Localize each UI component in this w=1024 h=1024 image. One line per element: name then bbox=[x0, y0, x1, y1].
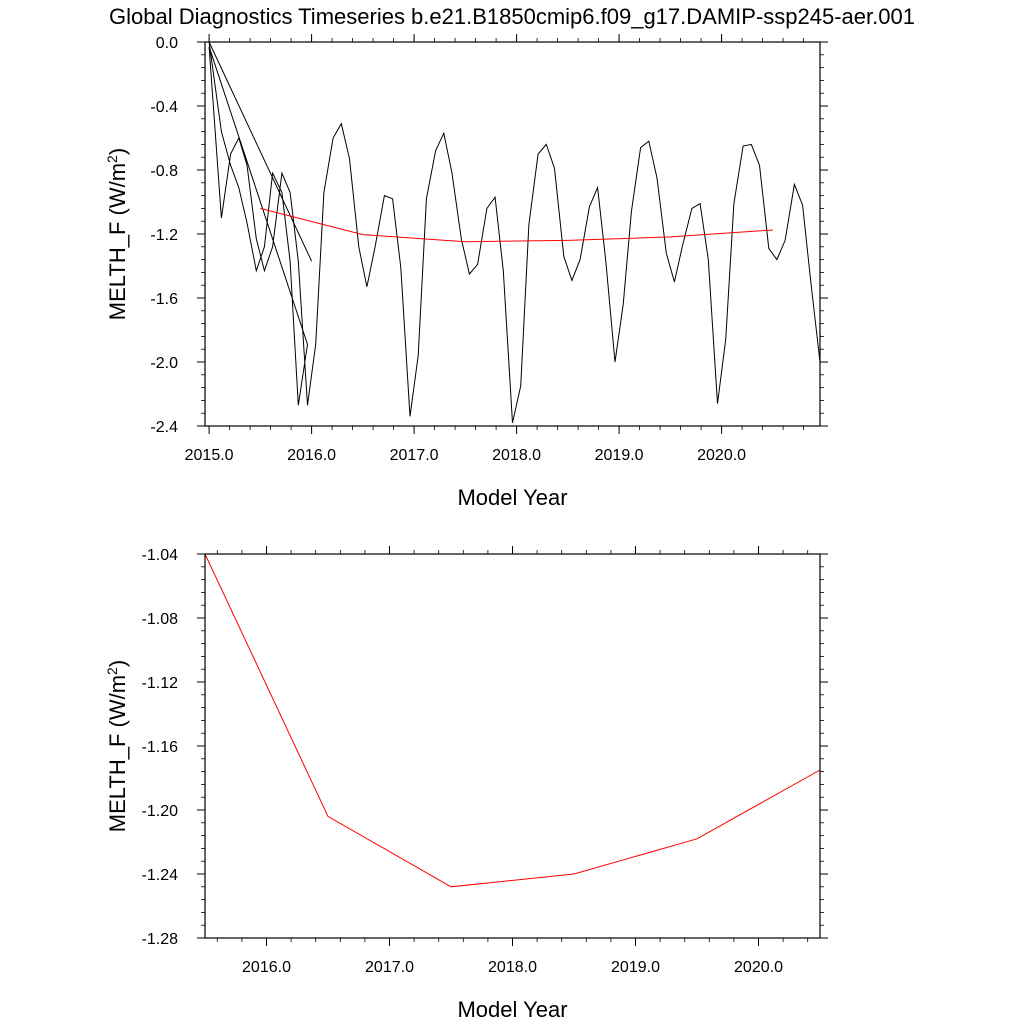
bottom-plot-y-tick-label: -1.28 bbox=[142, 931, 179, 948]
top-plot-x-tick-label: 2017.0 bbox=[390, 447, 439, 464]
top-plot-y-axis-title-close: ) bbox=[105, 148, 130, 155]
bottom-plot-x-tick-label: 2016.0 bbox=[242, 959, 291, 976]
bottom-plot-y-tick-label: -1.20 bbox=[142, 803, 179, 820]
top-plot-series bbox=[208, 41, 821, 423]
bottom-plot-y-tick-label: -1.12 bbox=[142, 675, 179, 692]
bottom-plot-y-tick-label: -1.24 bbox=[142, 867, 179, 884]
top-plot-ticks: 2015.0 2016.0 2017.0 2018.0 2019.0 2020.0 0.0 -… bbox=[150, 34, 828, 464]
bottom-plot-series bbox=[204, 553, 821, 888]
top-plot-y-axis-title-main: MELTH_F (W/m bbox=[105, 163, 130, 320]
top-plot-y-axis-title: MELTH_F (W/m2) bbox=[104, 148, 130, 320]
bottom-plot: 2016.0 2017.0 2018.0 2019.0 2020.0 -1.04 -1.08… bbox=[104, 546, 828, 1022]
bottom-plot-ticks: 2016.0 2017.0 2018.0 2019.0 2020.0 -1.04 -1.08… bbox=[142, 546, 828, 976]
bottom-plot-x-tick-label: 2019.0 bbox=[611, 959, 660, 976]
top-plot-y-tick-label: -1.2 bbox=[150, 227, 178, 244]
top-plot-x-tick-label: 2018.0 bbox=[492, 447, 541, 464]
top-plot-y-tick-label: -0.4 bbox=[150, 99, 178, 116]
bottom-plot-series-line-red bbox=[204, 553, 821, 888]
top-plot-y-tick-label: -1.6 bbox=[150, 291, 178, 308]
top-plot-x-tick-label: 2016.0 bbox=[287, 447, 336, 464]
top-plot-x-tick-label: 2019.0 bbox=[595, 447, 644, 464]
top-plot-x-tick-label: 2020.0 bbox=[697, 447, 746, 464]
top-plot-x-axis-title: Model Year bbox=[457, 485, 567, 510]
figure-title: Global Diagnostics Timeseries b.e21.B185… bbox=[109, 4, 915, 29]
top-plot-y-axis-title-superscript: 2 bbox=[104, 155, 120, 163]
bottom-plot-x-tick-label: 2018.0 bbox=[488, 959, 537, 976]
top-plot-y-tick-label: -2.0 bbox=[150, 355, 178, 372]
bottom-plot-y-axis-title-close: ) bbox=[105, 660, 130, 667]
bottom-plot-y-axis-title: MELTH_F (W/m2) bbox=[104, 660, 130, 832]
top-plot-frame bbox=[204, 41, 821, 427]
bottom-plot-x-tick-label: 2017.0 bbox=[365, 959, 414, 976]
bottom-plot-y-tick-label: -1.08 bbox=[142, 611, 179, 628]
top-plot-y-tick-label: -2.4 bbox=[150, 419, 178, 436]
bottom-plot-y-axis-title-main: MELTH_F (W/m bbox=[105, 675, 130, 832]
top-plot-y-tick-label: 0.0 bbox=[156, 35, 178, 52]
bottom-plot-y-tick-label: -1.16 bbox=[142, 739, 179, 756]
bottom-plot-y-axis-title-superscript: 2 bbox=[104, 667, 120, 675]
top-plot-x-tick-label: 2015.0 bbox=[185, 447, 234, 464]
bottom-plot-x-tick-label: 2020.0 bbox=[734, 959, 783, 976]
top-plot-series-line-red bbox=[260, 207, 773, 243]
top-plot-y-tick-label: -0.8 bbox=[150, 163, 178, 180]
top-plot: 2015.0 2016.0 2017.0 2018.0 2019.0 2020.0 0.0 -… bbox=[104, 34, 828, 510]
bottom-plot-y-tick-label: -1.04 bbox=[142, 547, 179, 564]
top-plot-series-line-black bbox=[208, 41, 821, 423]
bottom-plot-x-axis-title: Model Year bbox=[457, 997, 567, 1022]
